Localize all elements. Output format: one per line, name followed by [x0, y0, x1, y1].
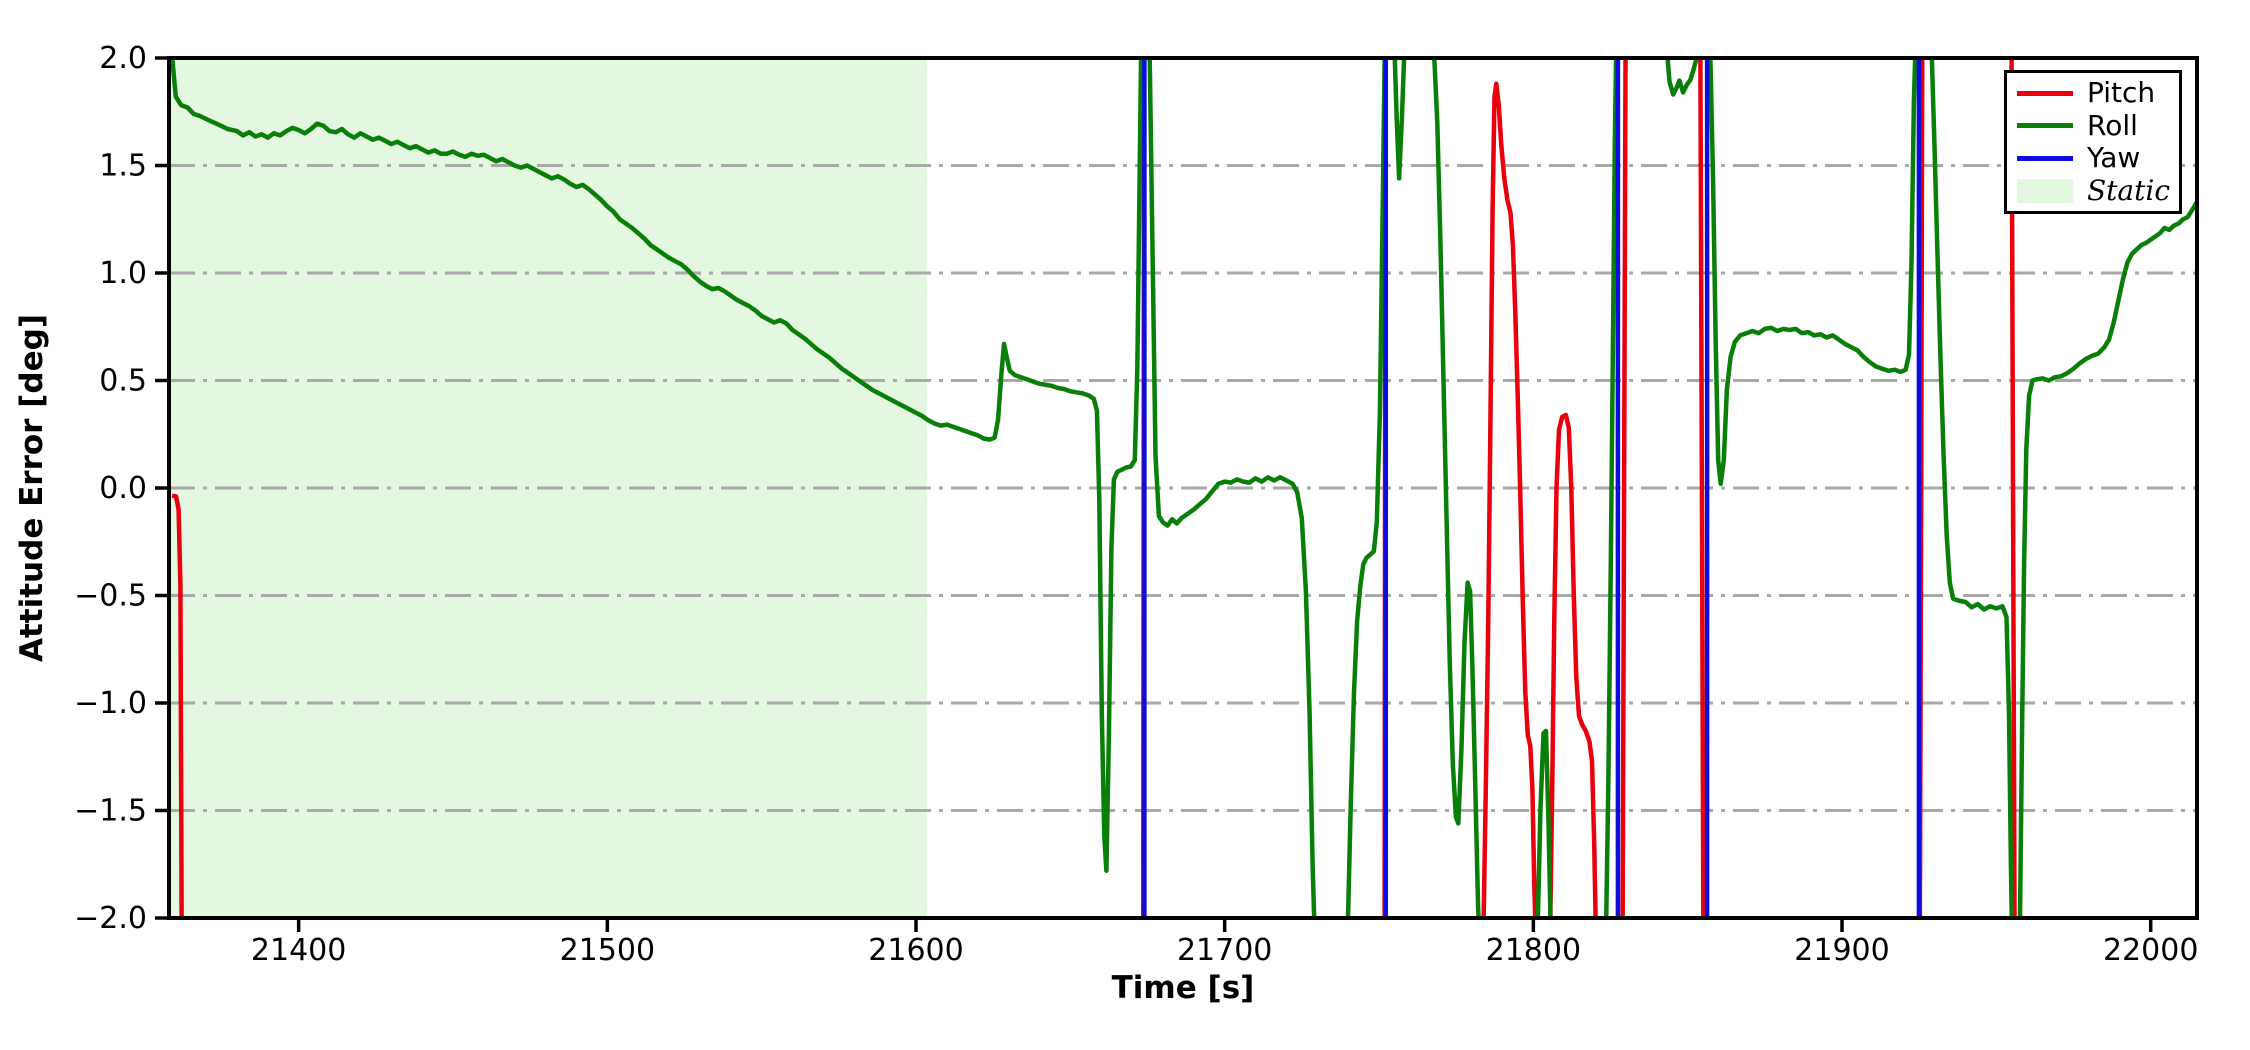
roll-line-swatch: [2017, 123, 2073, 129]
pitch-series-line: [1481, 81, 1598, 918]
pitch-series-line: [171, 493, 184, 918]
x-tick-label: 21700: [1177, 933, 1272, 968]
legend-label-yaw: Yaw: [2087, 141, 2141, 175]
x-axis-label: Time [s]: [1112, 970, 1255, 1006]
pitch-series-line: [1620, 58, 1706, 918]
legend-entry-static: Static: [2017, 175, 2179, 206]
y-tick-label: −1.5: [74, 794, 147, 829]
y-tick-label: −1.0: [74, 686, 147, 721]
roll-series-line: [170, 58, 2197, 918]
legend-label-pitch: Pitch: [2087, 76, 2156, 110]
yaw-line-swatch: [2017, 155, 2073, 161]
y-tick-label: 0.0: [99, 471, 147, 506]
legend-entry-yaw: Yaw: [2017, 143, 2179, 174]
gridline-layer: [169, 164, 2197, 812]
x-tick-label: 21500: [560, 933, 655, 968]
series-layer: [170, 58, 2197, 918]
legend: Pitch Roll Yaw Static: [2004, 70, 2182, 214]
legend-entry-pitch: Pitch: [2017, 78, 2179, 109]
legend-entry-roll: Roll: [2017, 110, 2179, 141]
legend-label-static: Static: [2087, 173, 2171, 207]
y-axis-label: Attitude Error [deg]: [14, 314, 50, 662]
x-tick-label: 21800: [1486, 933, 1581, 968]
pitch-line-swatch: [2017, 90, 2073, 96]
x-tick-label: 21400: [251, 933, 346, 968]
x-tick-label: 21600: [868, 933, 963, 968]
y-tick-label: 0.5: [99, 364, 147, 399]
x-tick-label: 21900: [1794, 933, 1889, 968]
y-tick-label: 1.0: [99, 256, 147, 291]
y-tick-label: −0.5: [74, 579, 147, 614]
tick-layer: [155, 56, 2153, 932]
static-patch-swatch: [2017, 178, 2073, 203]
tick-label-layer: 21400 21500 21600 21700 21800 21900 22000 2.0 1.…: [74, 41, 2198, 968]
y-tick-label: −2.0: [74, 901, 147, 936]
y-tick-label: 2.0: [99, 41, 147, 76]
x-tick-label: 22000: [2103, 933, 2198, 968]
legend-label-roll: Roll: [2087, 108, 2138, 142]
y-tick-label: 1.5: [99, 149, 147, 184]
